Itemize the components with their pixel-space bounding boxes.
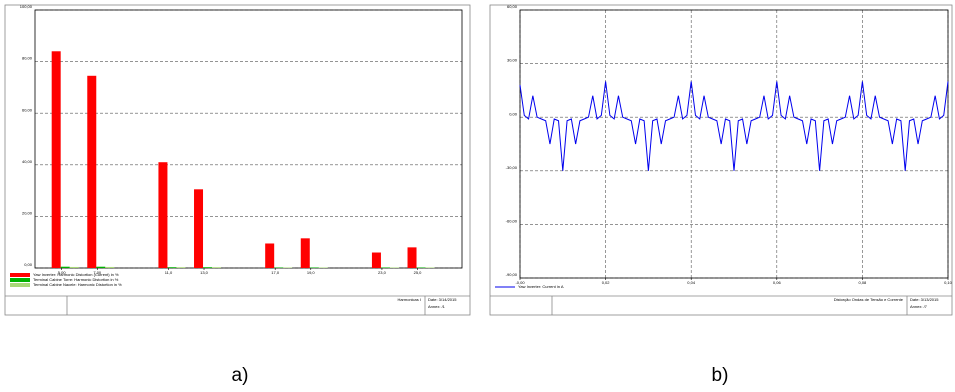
y-tick-label: 80,00 — [22, 56, 33, 61]
x-tick-label: 25,0 — [414, 270, 423, 275]
bar — [380, 267, 390, 268]
bar — [389, 267, 399, 268]
legend-swatch — [10, 283, 30, 287]
bar — [274, 267, 284, 268]
bar — [194, 189, 204, 268]
bar — [69, 266, 79, 268]
y-tick-label: -30,00 — [506, 165, 518, 170]
bar — [203, 267, 213, 268]
y-tick-label: 100,00 — [20, 4, 33, 9]
legend-label: Terminal Cabine Torre: Harmonic Distorti… — [33, 277, 119, 282]
x-tick-label: 0,06 — [773, 280, 782, 285]
footer-date: Date: 3/14/2015 — [428, 297, 457, 302]
bar — [158, 162, 168, 268]
y-tick-label: 40,00 — [22, 159, 33, 164]
footer-date: Date: 3/13/2015 — [910, 297, 939, 302]
bar — [318, 267, 328, 268]
caption: b) — [712, 365, 729, 386]
footer-annex: Annex: /7 — [910, 304, 928, 309]
x-tick-label: 7,00 — [93, 270, 102, 275]
x-tick-label: 0,10 — [944, 280, 953, 285]
bar — [96, 266, 106, 268]
footer-title: Harmonicas I — [397, 297, 421, 302]
y-tick-label: 60,00 — [507, 4, 518, 9]
plot-frame — [519, 9, 949, 279]
legend-swatch — [10, 278, 30, 282]
x-tick-label: 0,08 — [859, 280, 868, 285]
bar — [309, 267, 319, 268]
x-tick-label: 0,04 — [687, 280, 696, 285]
bar — [176, 267, 186, 268]
y-tick-label: 0,00 — [509, 111, 518, 116]
y-tick-label: -90,00 — [506, 272, 518, 277]
bar — [371, 252, 381, 268]
bar — [105, 266, 115, 268]
panel — [4, 4, 471, 316]
x-tick-label: 23,0 — [378, 270, 387, 275]
bar — [60, 266, 70, 268]
footer-annex: Annex: /1 — [428, 304, 446, 309]
bar — [51, 51, 61, 268]
bar — [407, 247, 417, 268]
bar — [425, 267, 435, 268]
footer-title: Distorção Ondas de Tensão e Corrente — [834, 297, 904, 302]
bar — [212, 267, 222, 268]
bar — [300, 238, 310, 268]
line-series — [519, 81, 949, 171]
panel — [489, 4, 953, 316]
y-tick-label: 0,00 — [24, 262, 33, 267]
y-tick-label: 20,00 — [22, 210, 33, 215]
y-tick-label: -60,00 — [506, 218, 518, 223]
bar — [167, 267, 177, 268]
y-tick-label: 60,00 — [22, 107, 33, 112]
x-tick-label: -0,00 — [515, 280, 525, 285]
bar — [265, 243, 275, 268]
x-tick-label: 19,0 — [307, 270, 316, 275]
caption: a) — [232, 365, 249, 386]
bar — [283, 267, 293, 268]
bar — [416, 267, 426, 268]
legend-swatch — [10, 273, 30, 277]
x-tick-label: 5,00 — [58, 270, 67, 275]
x-tick-label: 17,0 — [271, 270, 280, 275]
legend-label: Yaw Inverter: Current in A — [518, 284, 564, 289]
legend-label: Terminal Cabine Nacele: Harmonic Distort… — [33, 282, 122, 287]
bar — [87, 75, 97, 268]
legend-label: Yaw Inverter: Harmonic Distortion (Curre… — [33, 272, 119, 277]
x-tick-label: 0,02 — [602, 280, 611, 285]
plot-frame — [34, 9, 463, 269]
x-tick-label: 11,0 — [165, 270, 173, 275]
y-tick-label: 30,00 — [507, 58, 518, 63]
x-tick-label: 13,0 — [200, 270, 209, 275]
